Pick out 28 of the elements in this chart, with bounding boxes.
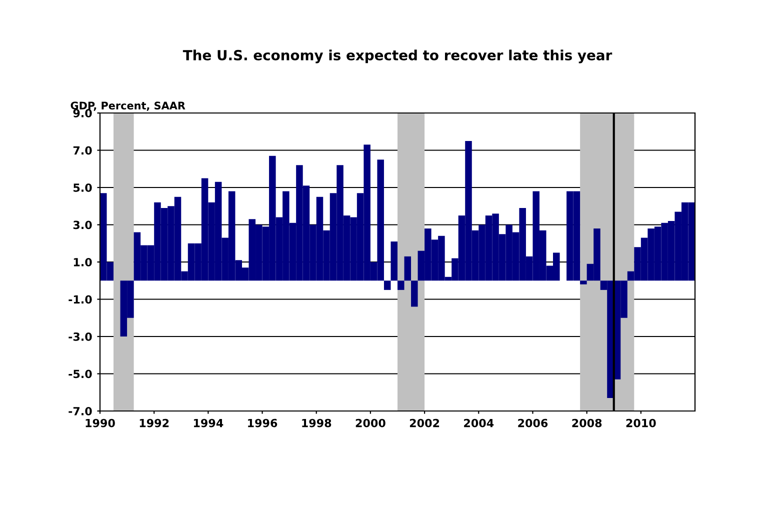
x-tick-label: 1998 (302, 418, 332, 428)
y-tick-label: 5.0 (74, 183, 92, 192)
y-tick-label: 9.0 (73, 108, 92, 118)
y-tick-label: 3.0 (73, 220, 92, 230)
y-tick-label: -5.0 (68, 370, 92, 378)
bar (390, 242, 398, 281)
x-tick-label: 1994 (194, 418, 224, 428)
bar (398, 280, 404, 290)
x-tick-label: 2006 (518, 418, 548, 428)
x-tick-label: 1990 (86, 418, 115, 428)
x-tick-label: 2010 (626, 418, 656, 428)
x-tick-label: 1992 (140, 418, 169, 428)
chart-title: The U.S. economy is expected to recover late this year (182, 50, 612, 64)
x-tick-label: 2008 (572, 418, 602, 428)
y-tick-label: 1.0 (74, 258, 92, 266)
y-tick-label: -7.0 (68, 406, 92, 416)
y-tick-label: -1.0 (68, 295, 92, 304)
x-tick-label: 2002 (410, 418, 440, 428)
y-tick-label: 7.0 (73, 146, 92, 155)
y-axis-title: GDP, Percent, SAAR (70, 102, 186, 111)
bar (384, 280, 391, 290)
bar (411, 280, 418, 307)
bar (580, 280, 587, 284)
y-tick-label: -3.0 (68, 332, 92, 341)
x-tick-label: 1996 (248, 418, 278, 428)
x-tick-label: 2000 (356, 418, 386, 428)
x-tick-label: 2004 (464, 418, 494, 428)
bar (404, 256, 412, 281)
